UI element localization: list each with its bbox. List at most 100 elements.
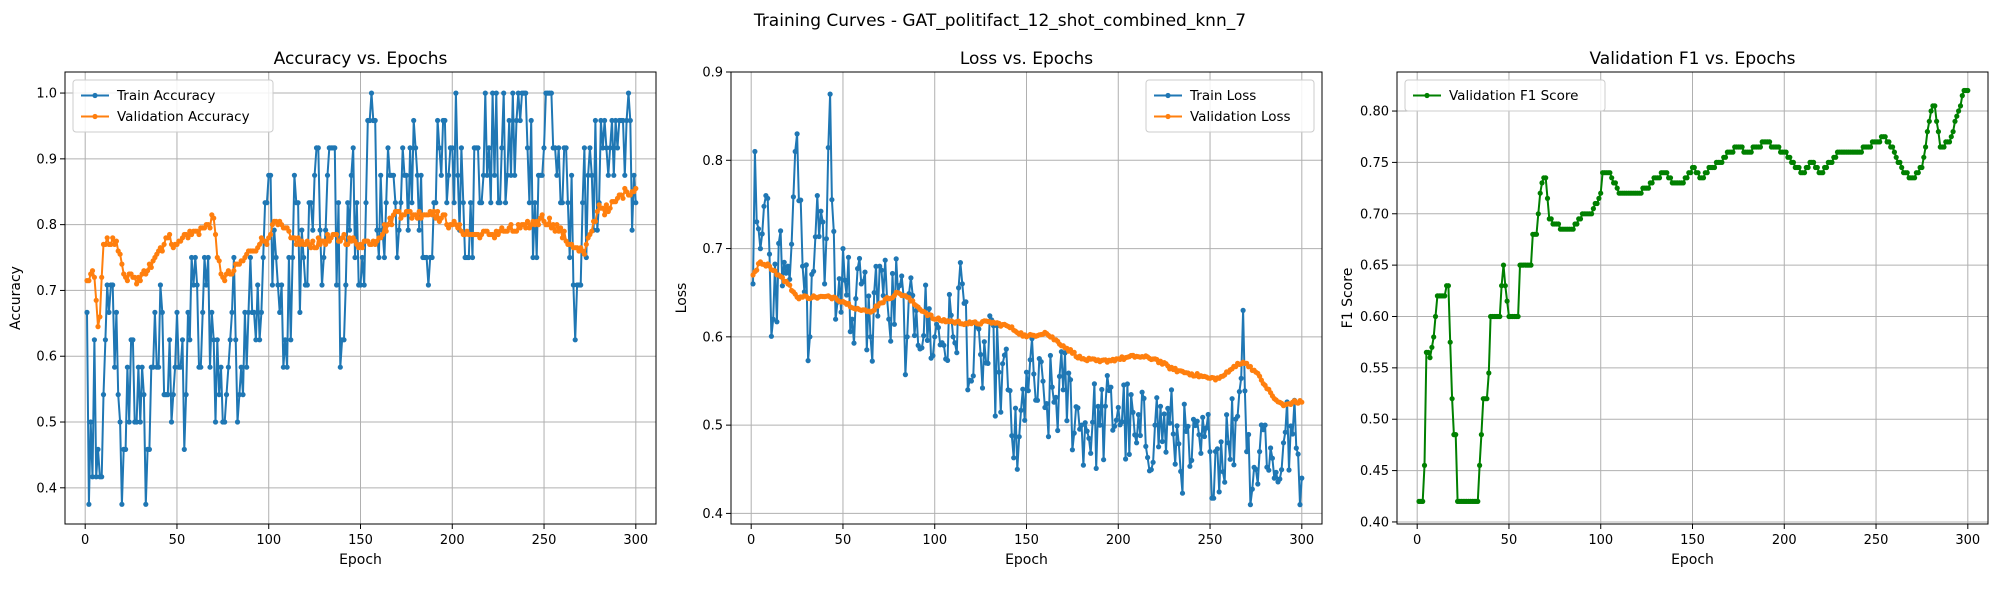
data-point: [468, 200, 474, 206]
data-point: [886, 316, 892, 322]
data-point: [324, 172, 331, 178]
data-point: [1176, 441, 1182, 447]
data-point: [1273, 469, 1279, 475]
data-point: [275, 282, 281, 288]
data-point: [385, 222, 391, 228]
data-point: [548, 90, 555, 96]
data-point: [959, 281, 965, 287]
data-point: [1299, 399, 1305, 405]
data-point: [100, 392, 107, 398]
data-point: [592, 117, 599, 124]
data-point: [1649, 180, 1655, 186]
data-point: [897, 282, 903, 289]
data-point: [207, 225, 213, 231]
data-point: [88, 419, 94, 425]
data-point: [779, 275, 786, 281]
data-point: [620, 117, 626, 124]
data-point: [286, 254, 292, 261]
data-point: [526, 200, 533, 206]
data-point: [1137, 432, 1143, 439]
data-point: [842, 277, 848, 283]
figure-suptitle: Training Curves - GAT_politifact_12_shot…: [753, 11, 1246, 31]
data-point: [950, 334, 956, 340]
data-point: [1823, 164, 1830, 171]
data-point: [295, 200, 301, 206]
data-point: [433, 200, 439, 206]
data-point: [304, 282, 310, 288]
data-point: [1266, 467, 1272, 473]
x-tick-label: 50: [835, 533, 852, 548]
data-point: [1431, 334, 1437, 340]
data-point: [104, 282, 110, 288]
data-point: [550, 222, 556, 228]
data-point: [968, 378, 975, 384]
data-point: [805, 358, 811, 364]
data-point: [466, 254, 472, 261]
data-point: [1071, 349, 1077, 355]
data-point: [941, 342, 947, 348]
data-point: [889, 270, 896, 277]
data-point: [84, 309, 90, 315]
data-point: [134, 419, 140, 425]
data-point: [1069, 447, 1075, 453]
data-point: [93, 474, 99, 480]
data-point: [1020, 386, 1026, 392]
data-point: [1242, 388, 1248, 394]
data-point: [1589, 211, 1595, 217]
x-tick-label: 300: [1955, 533, 1980, 548]
data-point: [1915, 170, 1921, 176]
data-point: [165, 392, 171, 398]
data-point: [956, 285, 962, 291]
data-point: [1150, 459, 1156, 465]
data-point: [1143, 443, 1149, 449]
data-point: [508, 172, 514, 178]
data-point: [139, 364, 145, 370]
data-point: [293, 241, 299, 247]
data-point: [1040, 378, 1046, 384]
data-point: [910, 292, 916, 298]
data-point: [1555, 221, 1562, 227]
data-point: [332, 145, 338, 151]
data-point: [146, 446, 152, 452]
y-tick-label: 0.80: [1360, 105, 1389, 120]
x-tick-label: 0: [81, 533, 89, 548]
x-tick-label: 300: [1289, 533, 1314, 548]
data-point: [866, 293, 872, 299]
data-point: [93, 297, 99, 303]
data-point: [255, 282, 261, 288]
y-tick-label: 0.40: [1360, 515, 1389, 530]
data-point: [1214, 446, 1220, 452]
data-point: [416, 227, 422, 233]
data-point: [372, 117, 378, 124]
y-tick-label: 0.60: [1360, 310, 1389, 325]
data-point: [556, 145, 562, 151]
data-point: [244, 364, 250, 370]
data-point: [389, 222, 395, 228]
data-point: [921, 333, 927, 339]
data-point: [345, 241, 351, 247]
data-point: [1220, 469, 1226, 475]
chart-panel-2: 0 50 100 150 200 250 300 0.4 0.5 0.6 0.7 0.8 0.9 Loss…: [674, 49, 1323, 568]
data-point: [1170, 431, 1176, 437]
data-point: [453, 90, 459, 96]
data-point: [99, 474, 105, 480]
y-axis-label: F1 Score: [1340, 268, 1356, 329]
data-point: [1543, 175, 1549, 181]
data-point: [368, 90, 375, 96]
data-point: [1145, 454, 1151, 461]
data-point: [1179, 490, 1186, 496]
data-point: [1279, 467, 1285, 473]
data-point: [820, 219, 826, 225]
data-point: [299, 227, 305, 233]
data-point: [1923, 144, 1929, 150]
data-point: [1104, 373, 1110, 379]
data-point: [776, 240, 782, 246]
data-point: [583, 241, 589, 247]
data-point: [1049, 384, 1055, 390]
data-point: [987, 313, 993, 319]
data-point: [1060, 387, 1066, 393]
data-point: [633, 200, 639, 206]
data-point: [1429, 344, 1435, 350]
data-point: [480, 172, 487, 178]
data-point: [337, 364, 343, 370]
